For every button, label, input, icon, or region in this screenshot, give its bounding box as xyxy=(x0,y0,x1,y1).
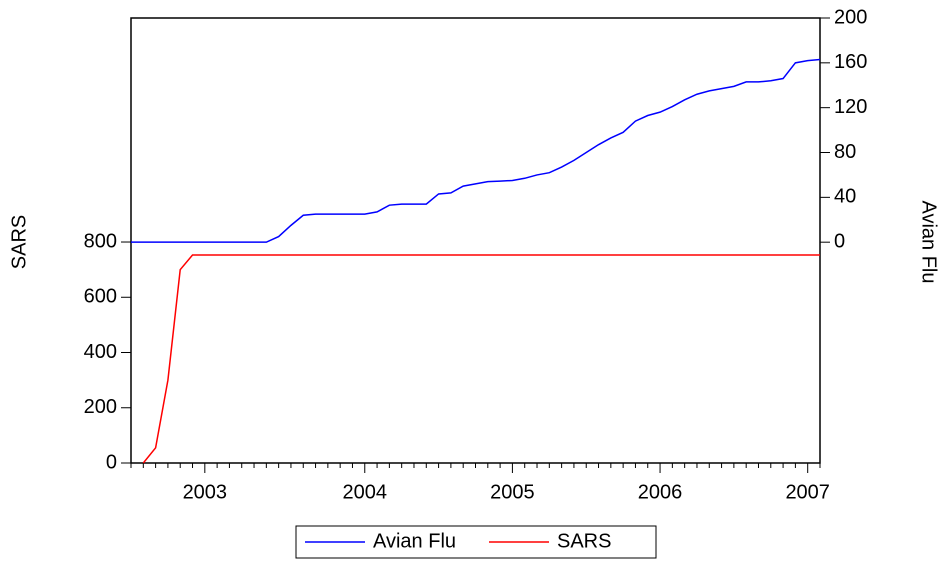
y-axis-label: SARS xyxy=(8,215,30,269)
x-tick-label: 2007 xyxy=(785,481,830,503)
line-series xyxy=(142,254,820,464)
y-tick-label: 600 xyxy=(84,286,117,308)
y2-tick-label: 160 xyxy=(834,51,867,73)
x-tick-label: 2003 xyxy=(183,481,228,503)
x-tick-label: 2005 xyxy=(490,481,535,503)
legend-label: Avian Flu xyxy=(373,530,456,552)
y-tick-label: 400 xyxy=(84,341,117,363)
y2-axis-label: Avian Flu xyxy=(918,200,940,283)
y2-tick-label: 80 xyxy=(834,141,856,163)
legend-label: SARS xyxy=(557,530,611,552)
y-tick-label: 200 xyxy=(84,396,117,418)
y2-tick-label: 200 xyxy=(834,6,867,28)
y-tick-label: 0 xyxy=(106,451,117,473)
line-series xyxy=(131,58,821,243)
y2-tick-label: 40 xyxy=(834,186,856,208)
y2-tick-label: 120 xyxy=(834,96,867,118)
x-tick-label: 2006 xyxy=(638,481,683,503)
x-tick-label: 2004 xyxy=(343,481,388,503)
y2-tick-label: 0 xyxy=(834,230,845,252)
y-tick-label: 800 xyxy=(84,230,117,252)
plot-frame xyxy=(130,17,821,464)
